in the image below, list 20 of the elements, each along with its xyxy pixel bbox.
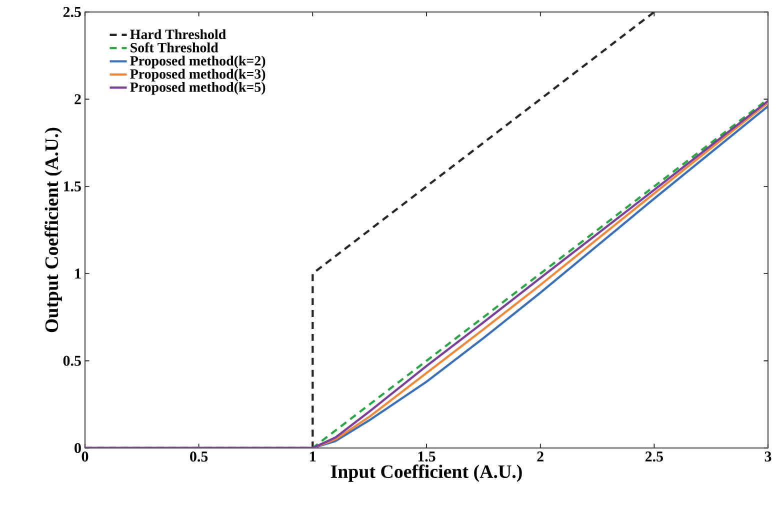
y-tick-label: 2 <box>74 94 81 104</box>
legend-label: Proposed method(k=5) <box>130 82 266 95</box>
legend-label: Proposed method(k=3) <box>130 68 266 82</box>
x-tick-label: 0 <box>82 452 88 462</box>
y-tick-label: 0 <box>74 442 81 454</box>
x-tick-label: 1.5 <box>418 452 436 462</box>
legend-label: Proposed method(k=2) <box>130 56 266 68</box>
x-axis-title: Input Coefficient (A.U.) <box>330 464 522 482</box>
y-tick-label: 0.5 <box>63 356 81 366</box>
legend-label: Soft Threshold <box>130 42 218 52</box>
y-axis-title: Output Coefficient (A.U.) <box>44 128 62 332</box>
x-tick-label: 2.5 <box>645 452 663 462</box>
x-tick-label: 1 <box>310 452 316 462</box>
y-tick-label: 2.5 <box>63 6 81 18</box>
legend-label: Hard Threshold <box>130 29 226 40</box>
x-tick-label: 0.5 <box>190 452 208 462</box>
y-tick-label: 1 <box>75 268 81 279</box>
x-tick-label: 2 <box>537 452 544 462</box>
x-tick-label: 3 <box>764 452 772 462</box>
y-tick-label: 1.5 <box>64 181 81 192</box>
